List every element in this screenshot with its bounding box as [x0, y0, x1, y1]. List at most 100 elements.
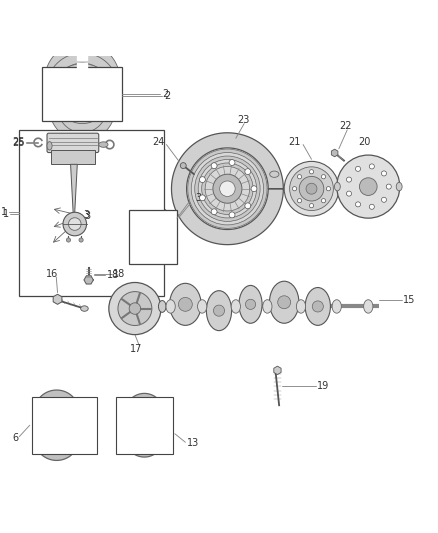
Bar	[19, 130, 164, 296]
Text: 1: 1	[1, 207, 7, 217]
Circle shape	[109, 282, 161, 335]
Circle shape	[199, 176, 205, 183]
Circle shape	[309, 204, 314, 208]
Polygon shape	[41, 245, 61, 255]
Ellipse shape	[269, 281, 299, 324]
Ellipse shape	[198, 300, 207, 313]
Circle shape	[180, 163, 186, 168]
Polygon shape	[45, 43, 120, 118]
Polygon shape	[34, 439, 79, 461]
Text: 3: 3	[84, 210, 90, 220]
Circle shape	[229, 212, 235, 218]
Circle shape	[245, 168, 251, 175]
Text: 15: 15	[403, 295, 416, 305]
Polygon shape	[340, 158, 397, 215]
Ellipse shape	[166, 300, 175, 313]
Bar	[51, 150, 95, 164]
Circle shape	[178, 297, 192, 311]
Polygon shape	[134, 205, 172, 224]
Ellipse shape	[364, 300, 373, 313]
Circle shape	[321, 175, 325, 179]
Ellipse shape	[47, 142, 52, 150]
Ellipse shape	[99, 142, 108, 147]
FancyBboxPatch shape	[47, 133, 99, 152]
Text: 21: 21	[289, 137, 301, 147]
Text: 18: 18	[113, 269, 125, 279]
Circle shape	[306, 183, 317, 194]
Circle shape	[312, 301, 323, 312]
Circle shape	[297, 175, 302, 179]
Polygon shape	[46, 53, 118, 125]
Ellipse shape	[170, 284, 201, 325]
Polygon shape	[37, 214, 64, 228]
Circle shape	[278, 296, 291, 309]
Circle shape	[369, 204, 374, 209]
Polygon shape	[37, 228, 64, 241]
Circle shape	[79, 238, 83, 242]
Text: 2: 2	[162, 89, 169, 99]
Circle shape	[205, 166, 250, 211]
Circle shape	[198, 159, 257, 218]
Circle shape	[201, 163, 253, 214]
Ellipse shape	[159, 301, 166, 312]
Circle shape	[118, 292, 152, 326]
Circle shape	[63, 212, 87, 236]
Bar	[129, 209, 177, 264]
Polygon shape	[125, 438, 164, 457]
Circle shape	[346, 191, 352, 196]
Polygon shape	[48, 64, 117, 133]
Ellipse shape	[335, 182, 340, 191]
Circle shape	[293, 187, 297, 191]
Text: 16: 16	[46, 269, 58, 279]
Circle shape	[220, 181, 235, 197]
Ellipse shape	[332, 300, 341, 313]
Text: 18: 18	[107, 270, 119, 280]
Ellipse shape	[239, 286, 262, 324]
Circle shape	[211, 209, 217, 215]
Circle shape	[245, 203, 251, 209]
Bar	[42, 67, 122, 122]
Circle shape	[284, 161, 339, 216]
Circle shape	[199, 195, 205, 201]
Circle shape	[326, 187, 331, 191]
Polygon shape	[34, 209, 67, 225]
Text: 23: 23	[237, 115, 250, 125]
Text: 3: 3	[85, 211, 91, 221]
Circle shape	[297, 199, 302, 203]
Ellipse shape	[305, 287, 330, 325]
Circle shape	[251, 186, 257, 192]
Text: 25: 25	[12, 138, 25, 148]
Circle shape	[188, 149, 267, 228]
Ellipse shape	[263, 300, 272, 313]
Text: 1: 1	[3, 209, 9, 219]
Circle shape	[337, 155, 400, 218]
Polygon shape	[71, 164, 77, 215]
Circle shape	[386, 184, 391, 189]
Polygon shape	[41, 235, 61, 244]
Ellipse shape	[396, 182, 402, 191]
Circle shape	[381, 171, 386, 176]
Circle shape	[356, 166, 360, 172]
Text: 3: 3	[191, 196, 197, 206]
Bar	[116, 397, 173, 454]
Circle shape	[129, 303, 141, 314]
Text: 25: 25	[12, 138, 25, 148]
Circle shape	[67, 238, 71, 242]
Circle shape	[381, 197, 386, 203]
Circle shape	[191, 152, 264, 225]
Circle shape	[211, 163, 217, 168]
Circle shape	[309, 169, 314, 174]
Circle shape	[195, 156, 260, 221]
Circle shape	[321, 199, 325, 203]
Text: 13: 13	[187, 439, 199, 448]
Ellipse shape	[81, 306, 88, 311]
Circle shape	[213, 305, 225, 316]
Circle shape	[299, 176, 324, 201]
Text: 20: 20	[358, 138, 370, 148]
Circle shape	[369, 164, 374, 169]
Circle shape	[290, 167, 333, 211]
Ellipse shape	[206, 290, 232, 330]
Circle shape	[229, 159, 235, 165]
Polygon shape	[49, 75, 115, 141]
Polygon shape	[172, 133, 283, 245]
